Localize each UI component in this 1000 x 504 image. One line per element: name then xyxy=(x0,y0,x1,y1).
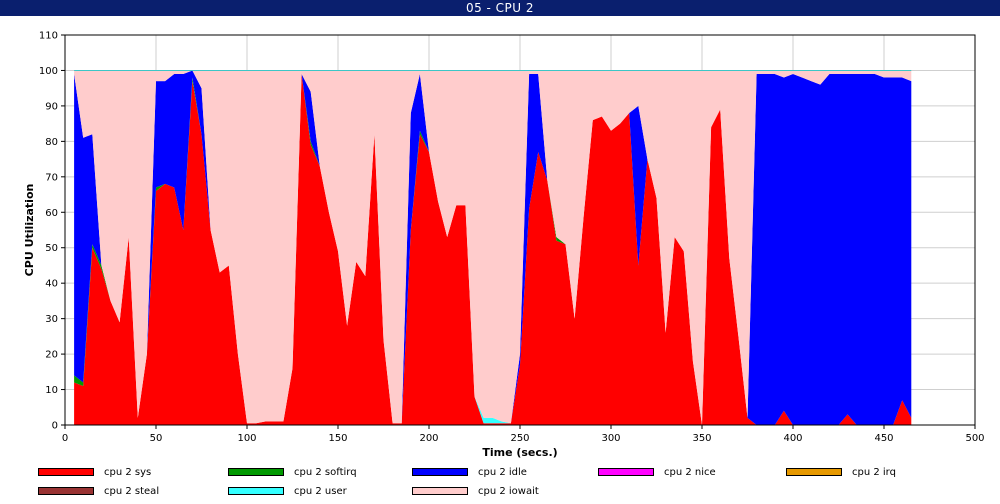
y-tick-label-3: 30 xyxy=(45,314,58,325)
legend-item-sys: cpu 2 sys xyxy=(38,465,151,479)
legend-item-user: cpu 2 user xyxy=(228,484,347,498)
legend-label-irq: cpu 2 irq xyxy=(852,466,896,478)
area-sys xyxy=(74,74,912,425)
x-axis: 0 50 100 150 200 250 300 350 400 450 500 xyxy=(62,425,985,444)
y-tick-label-4: 40 xyxy=(45,279,58,290)
legend-label-sys: cpu 2 sys xyxy=(104,466,152,478)
legend-swatch-softirq xyxy=(228,468,284,476)
x-tick-label-9: 450 xyxy=(874,433,893,444)
legend-label-nice: cpu 2 nice xyxy=(664,466,716,478)
y-tick-label-8: 80 xyxy=(45,137,58,148)
x-tick-label-7: 350 xyxy=(692,433,711,444)
legend-swatch-steal xyxy=(38,487,94,495)
x-tick-label-4: 200 xyxy=(419,433,438,444)
chart-legend: cpu 2 sys cpu 2 softirq cpu 2 idle cpu 2 ni… xyxy=(0,462,1000,504)
legend-swatch-idle xyxy=(412,468,468,476)
legend-item-idle: cpu 2 idle xyxy=(412,465,527,479)
window-title: 05 - CPU 2 xyxy=(0,0,1000,16)
legend-item-softirq: cpu 2 softirq xyxy=(228,465,357,479)
legend-swatch-user xyxy=(228,487,284,495)
x-axis-label: Time (secs.) xyxy=(482,446,557,459)
x-tick-label-8: 400 xyxy=(783,433,802,444)
y-tick-label-2: 20 xyxy=(45,350,58,361)
cpu-utilization-chart: 0 50 100 150 200 250 300 350 400 450 500 0 10 20 30 40… xyxy=(23,31,985,460)
x-tick-label-1: 50 xyxy=(150,433,163,444)
legend-label-softirq: cpu 2 softirq xyxy=(294,466,357,478)
legend-label-user: cpu 2 user xyxy=(294,485,347,497)
x-tick-label-6: 300 xyxy=(601,433,620,444)
y-tick-label-9: 90 xyxy=(45,101,58,112)
legend-item-iowait: cpu 2 iowait xyxy=(412,484,539,498)
x-tick-label-5: 250 xyxy=(510,433,529,444)
x-tick-label-3: 150 xyxy=(328,433,347,444)
y-tick-label-6: 60 xyxy=(45,208,58,219)
legend-swatch-nice xyxy=(598,468,654,476)
y-tick-label-10: 100 xyxy=(39,66,58,77)
legend-swatch-irq xyxy=(786,468,842,476)
legend-label-iowait: cpu 2 iowait xyxy=(478,485,539,497)
y-tick-label-11: 110 xyxy=(39,31,58,42)
legend-label-idle: cpu 2 idle xyxy=(478,466,527,478)
legend-item-irq: cpu 2 irq xyxy=(786,465,896,479)
legend-swatch-iowait xyxy=(412,487,468,495)
y-tick-label-0: 0 xyxy=(52,421,58,432)
y-tick-label-5: 50 xyxy=(45,243,58,254)
y-tick-label-1: 10 xyxy=(45,385,58,396)
legend-swatch-sys xyxy=(38,468,94,476)
y-tick-label-7: 70 xyxy=(45,172,58,183)
area-idle xyxy=(74,70,912,425)
legend-item-nice: cpu 2 nice xyxy=(598,465,716,479)
y-axis: 0 10 20 30 40 50 60 70 80 90 100 110 xyxy=(39,31,65,432)
x-tick-label-2: 100 xyxy=(237,433,256,444)
legend-label-steal: cpu 2 steal xyxy=(104,485,160,497)
y-axis-label: CPU Utilization xyxy=(23,184,36,277)
x-tick-label-0: 0 xyxy=(62,433,68,444)
area-iowait xyxy=(74,70,912,425)
stacked-areas xyxy=(74,70,912,425)
legend-item-steal: cpu 2 steal xyxy=(38,484,159,498)
x-tick-label-10: 500 xyxy=(965,433,984,444)
